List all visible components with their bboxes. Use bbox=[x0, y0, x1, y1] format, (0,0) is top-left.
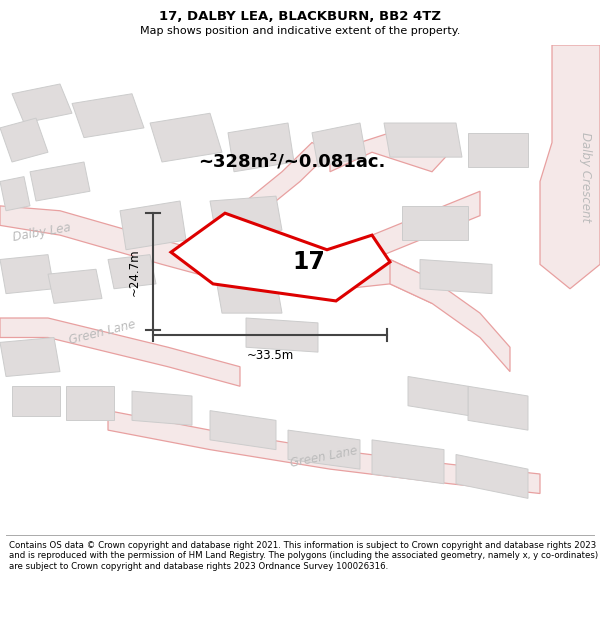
Polygon shape bbox=[0, 318, 240, 386]
Polygon shape bbox=[150, 113, 222, 162]
Text: Contains OS data © Crown copyright and database right 2021. This information is : Contains OS data © Crown copyright and d… bbox=[9, 541, 598, 571]
Polygon shape bbox=[540, 45, 600, 289]
Polygon shape bbox=[120, 201, 186, 250]
Polygon shape bbox=[108, 254, 156, 289]
Polygon shape bbox=[216, 254, 432, 303]
Polygon shape bbox=[0, 118, 48, 162]
Polygon shape bbox=[468, 132, 528, 167]
Text: 17: 17 bbox=[292, 249, 325, 274]
Text: ~33.5m: ~33.5m bbox=[247, 349, 293, 362]
Polygon shape bbox=[330, 132, 450, 172]
Polygon shape bbox=[300, 191, 480, 294]
Polygon shape bbox=[312, 123, 366, 167]
Polygon shape bbox=[0, 338, 60, 376]
Text: Green Lane: Green Lane bbox=[289, 444, 359, 470]
Polygon shape bbox=[216, 279, 282, 313]
Polygon shape bbox=[0, 254, 54, 294]
Polygon shape bbox=[216, 142, 330, 254]
Polygon shape bbox=[402, 206, 468, 240]
Polygon shape bbox=[0, 177, 30, 211]
Text: Green Lane: Green Lane bbox=[67, 318, 137, 348]
Polygon shape bbox=[456, 454, 528, 498]
Polygon shape bbox=[468, 386, 528, 430]
Text: Dalby Lea: Dalby Lea bbox=[12, 221, 72, 244]
Polygon shape bbox=[66, 386, 114, 421]
Polygon shape bbox=[372, 440, 444, 484]
Polygon shape bbox=[30, 162, 90, 201]
Polygon shape bbox=[0, 206, 216, 279]
Polygon shape bbox=[384, 123, 462, 157]
Polygon shape bbox=[288, 430, 360, 469]
Text: Dalby Crescent: Dalby Crescent bbox=[579, 131, 592, 222]
Polygon shape bbox=[420, 259, 492, 294]
Polygon shape bbox=[228, 123, 294, 172]
Polygon shape bbox=[72, 94, 144, 138]
Polygon shape bbox=[210, 411, 276, 449]
Polygon shape bbox=[246, 318, 318, 352]
Polygon shape bbox=[108, 411, 540, 494]
Polygon shape bbox=[48, 269, 102, 303]
Polygon shape bbox=[12, 84, 72, 123]
Text: ~328m²/~0.081ac.: ~328m²/~0.081ac. bbox=[198, 153, 385, 171]
Text: 17, DALBY LEA, BLACKBURN, BB2 4TZ: 17, DALBY LEA, BLACKBURN, BB2 4TZ bbox=[159, 10, 441, 23]
Polygon shape bbox=[210, 196, 282, 235]
Polygon shape bbox=[132, 391, 192, 425]
Text: ~24.7m: ~24.7m bbox=[128, 248, 141, 296]
Polygon shape bbox=[12, 386, 60, 416]
Text: Map shows position and indicative extent of the property.: Map shows position and indicative extent… bbox=[140, 26, 460, 36]
Polygon shape bbox=[408, 376, 468, 416]
Polygon shape bbox=[390, 259, 510, 372]
Polygon shape bbox=[171, 213, 390, 301]
